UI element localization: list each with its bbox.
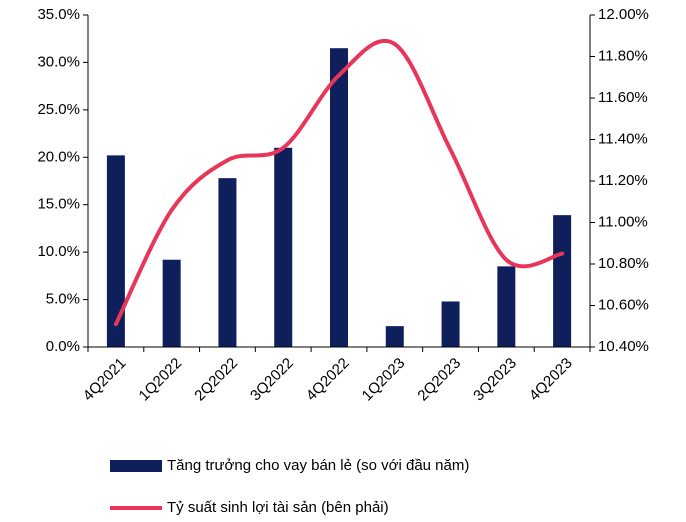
bar	[330, 48, 348, 347]
legend-swatch	[110, 460, 162, 472]
x-tick-label: 1Q2022	[136, 355, 186, 405]
y2-tick-label: 11.20%	[598, 172, 648, 189]
x-tick-label: 4Q2022	[303, 355, 353, 405]
x-tick-label: 3Q2022	[247, 355, 297, 405]
y-tick-label: 20.0%	[37, 148, 80, 165]
x-tick-label: 4Q2023	[526, 355, 576, 405]
y2-tick-label: 12.00%	[598, 6, 649, 23]
y-tick-label: 10.0%	[37, 243, 80, 260]
bar	[218, 178, 237, 347]
x-tick-label: 2Q2023	[414, 355, 464, 405]
legend-label: Tỷ suất sinh lợi tài sản (bên phải)	[167, 499, 389, 516]
y-tick-label: 30.0%	[37, 53, 80, 70]
bar	[385, 326, 404, 347]
bar	[162, 259, 181, 347]
y2-tick-label: 11.60%	[598, 89, 648, 106]
y2-tick-label: 11.00%	[598, 213, 648, 230]
y-tick-label: 15.0%	[37, 196, 80, 213]
y2-tick-label: 11.40%	[598, 130, 648, 147]
bar	[497, 266, 516, 347]
y2-tick-label: 10.80%	[598, 255, 649, 272]
bar	[274, 147, 293, 347]
x-tick-label: 3Q2023	[470, 355, 520, 405]
x-tick-label: 4Q2021	[80, 355, 130, 405]
y-tick-label: 0.0%	[46, 338, 80, 355]
bar	[106, 155, 125, 347]
y-tick-label: 25.0%	[37, 101, 80, 118]
bar	[441, 301, 460, 347]
y-tick-label: 5.0%	[46, 291, 80, 308]
line	[113, 38, 565, 327]
legend-label: Tăng trưởng cho vay bán lẻ (so với đầu n…	[167, 457, 469, 474]
y-tick-label: 35.0%	[37, 6, 80, 23]
bar	[553, 215, 572, 347]
y2-tick-label: 11.80%	[598, 47, 648, 64]
x-tick-label: 1Q2023	[359, 355, 409, 405]
y2-tick-label: 10.40%	[598, 338, 649, 355]
y2-tick-label: 10.60%	[598, 296, 649, 313]
x-tick-label: 2Q2022	[191, 355, 241, 405]
